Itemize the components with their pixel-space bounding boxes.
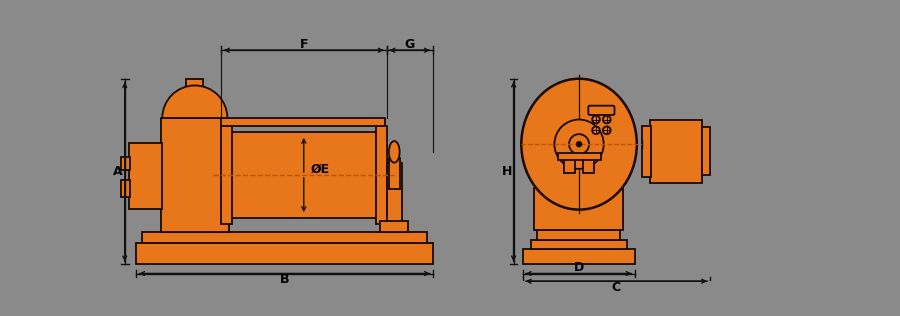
Text: A: A	[113, 165, 122, 178]
Circle shape	[603, 126, 610, 134]
Bar	[161, 118, 229, 232]
Bar	[387, 163, 402, 232]
Bar	[221, 126, 232, 224]
Circle shape	[577, 142, 581, 147]
Bar	[650, 119, 702, 183]
Text: F: F	[300, 38, 308, 51]
Text: D: D	[573, 261, 584, 274]
Wedge shape	[162, 85, 228, 118]
Bar	[535, 188, 623, 230]
FancyBboxPatch shape	[589, 106, 615, 115]
Bar	[702, 127, 710, 175]
Circle shape	[554, 119, 604, 169]
Circle shape	[569, 134, 590, 154]
Text: ØE: ØE	[311, 162, 330, 175]
Bar	[643, 126, 652, 177]
Bar	[229, 132, 379, 218]
Bar	[381, 221, 408, 232]
Bar	[121, 180, 130, 197]
Ellipse shape	[521, 79, 637, 210]
Bar	[129, 143, 163, 209]
Text: G: G	[404, 38, 415, 51]
Circle shape	[592, 126, 599, 134]
Bar	[557, 154, 600, 160]
Bar	[536, 230, 620, 240]
Circle shape	[592, 116, 599, 123]
Text: H: H	[501, 165, 512, 178]
Bar	[186, 79, 203, 87]
Bar	[121, 156, 130, 170]
Bar	[142, 232, 427, 243]
Bar	[136, 243, 433, 264]
Bar	[221, 118, 385, 126]
Text: B: B	[280, 273, 289, 286]
Bar	[531, 240, 626, 249]
Bar	[523, 249, 634, 264]
Ellipse shape	[389, 141, 400, 163]
Bar	[583, 158, 595, 173]
Bar	[376, 126, 387, 224]
Circle shape	[603, 116, 610, 123]
Bar	[389, 158, 400, 189]
Text: C: C	[612, 281, 621, 294]
Bar	[563, 158, 575, 173]
